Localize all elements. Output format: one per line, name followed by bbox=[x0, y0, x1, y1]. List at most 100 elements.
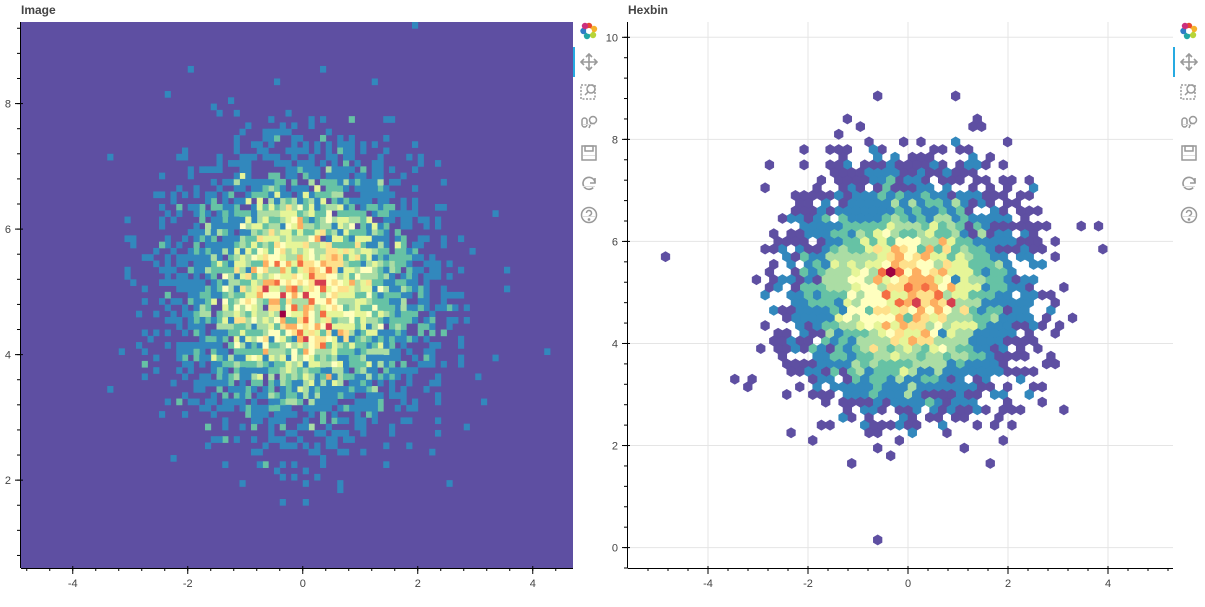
image-cell bbox=[222, 316, 229, 324]
image-cell bbox=[291, 153, 298, 161]
image-cell bbox=[176, 342, 183, 349]
box-zoom-icon[interactable] bbox=[579, 81, 599, 101]
image-cell bbox=[377, 285, 384, 293]
image-cell bbox=[394, 392, 401, 399]
image-cell bbox=[285, 285, 292, 293]
image-cell bbox=[222, 392, 229, 399]
image-cell bbox=[308, 241, 315, 249]
hexbin-hex bbox=[795, 228, 805, 240]
image-cell bbox=[389, 329, 396, 337]
image-cell bbox=[291, 279, 298, 286]
help-icon[interactable] bbox=[1179, 205, 1199, 225]
image-cell bbox=[371, 367, 378, 374]
image-cell bbox=[337, 448, 344, 456]
image-cell bbox=[256, 379, 263, 387]
image-cell bbox=[164, 254, 171, 261]
hexbin-hex bbox=[925, 182, 935, 194]
image-cell bbox=[360, 178, 367, 186]
image-cell bbox=[239, 379, 246, 387]
image-cell bbox=[199, 354, 206, 362]
save-icon[interactable] bbox=[579, 143, 599, 163]
image-cell bbox=[205, 210, 212, 217]
image-cell bbox=[210, 222, 217, 230]
bokeh-logo-icon[interactable] bbox=[1179, 21, 1199, 41]
hexbin-y-tick-label: 6 bbox=[612, 236, 618, 248]
hexbin-hex bbox=[816, 358, 827, 370]
image-cell bbox=[383, 266, 390, 274]
image-cell bbox=[251, 360, 258, 368]
image-cell bbox=[262, 147, 269, 155]
image-cell bbox=[440, 298, 447, 305]
image-cell bbox=[222, 247, 229, 255]
image-cell bbox=[256, 304, 263, 312]
image-cell bbox=[291, 398, 298, 406]
wheel-zoom-icon[interactable] bbox=[579, 112, 599, 132]
image-y-tick-label: 2 bbox=[5, 475, 11, 487]
image-cell bbox=[256, 273, 263, 280]
hexbin-hex bbox=[933, 412, 943, 423]
reset-icon[interactable] bbox=[579, 174, 599, 194]
image-cell bbox=[268, 335, 275, 343]
hexbin-hex bbox=[847, 320, 857, 332]
image-cell bbox=[210, 436, 217, 443]
image-cell bbox=[360, 166, 367, 174]
image-cell bbox=[331, 229, 338, 236]
image-cell bbox=[302, 285, 309, 293]
image-cell bbox=[435, 260, 442, 268]
hexbin-hex bbox=[886, 266, 896, 278]
image-cell bbox=[320, 323, 327, 330]
image-cell bbox=[371, 241, 378, 249]
image-cell bbox=[159, 298, 166, 305]
image-cell bbox=[314, 335, 321, 343]
image-x-tick-label: 0 bbox=[300, 578, 306, 590]
image-cell bbox=[262, 348, 269, 356]
image-cell bbox=[199, 335, 206, 343]
image-cell bbox=[377, 222, 384, 230]
box-zoom-icon[interactable] bbox=[1179, 81, 1199, 101]
image-cell bbox=[291, 360, 298, 368]
image-cell bbox=[205, 373, 212, 381]
image-cell bbox=[331, 360, 338, 368]
image-cell bbox=[251, 335, 258, 343]
pan-icon[interactable] bbox=[1179, 52, 1199, 72]
image-cell bbox=[210, 204, 217, 211]
image-cell bbox=[176, 273, 183, 280]
image-cell bbox=[182, 373, 189, 381]
hexbin-hex bbox=[933, 274, 943, 286]
image-cell bbox=[371, 235, 378, 243]
image-cell bbox=[193, 304, 200, 312]
hexbin-hex bbox=[946, 327, 956, 339]
wheel-zoom-icon[interactable] bbox=[1179, 112, 1199, 132]
bokeh-logo-icon[interactable] bbox=[579, 21, 599, 41]
image-cell bbox=[274, 254, 281, 261]
hexbin-hex bbox=[834, 128, 844, 140]
image-cell bbox=[331, 153, 338, 161]
image-cell bbox=[245, 298, 252, 305]
image-cell bbox=[302, 229, 309, 236]
image-cell bbox=[343, 436, 350, 443]
image-cell bbox=[320, 241, 327, 249]
image-cell bbox=[205, 235, 212, 243]
image-cell bbox=[302, 291, 309, 299]
image-cell bbox=[314, 285, 321, 293]
image-cell bbox=[394, 354, 401, 362]
image-cell bbox=[377, 166, 384, 174]
image-cell bbox=[297, 348, 304, 356]
reset-icon[interactable] bbox=[1179, 174, 1199, 194]
image-cell bbox=[348, 197, 355, 205]
pan-icon[interactable] bbox=[579, 52, 599, 72]
image-cell bbox=[389, 298, 396, 305]
help-icon[interactable] bbox=[579, 205, 599, 225]
image-cell bbox=[331, 185, 338, 192]
image-cell bbox=[262, 367, 269, 374]
save-icon[interactable] bbox=[1179, 143, 1199, 163]
image-cell bbox=[331, 166, 338, 174]
image-cell bbox=[429, 266, 436, 274]
image-cell bbox=[193, 310, 200, 318]
image-cell bbox=[331, 298, 338, 305]
image-cell bbox=[279, 354, 286, 362]
image-cell bbox=[302, 185, 309, 192]
image-cell bbox=[251, 266, 258, 274]
